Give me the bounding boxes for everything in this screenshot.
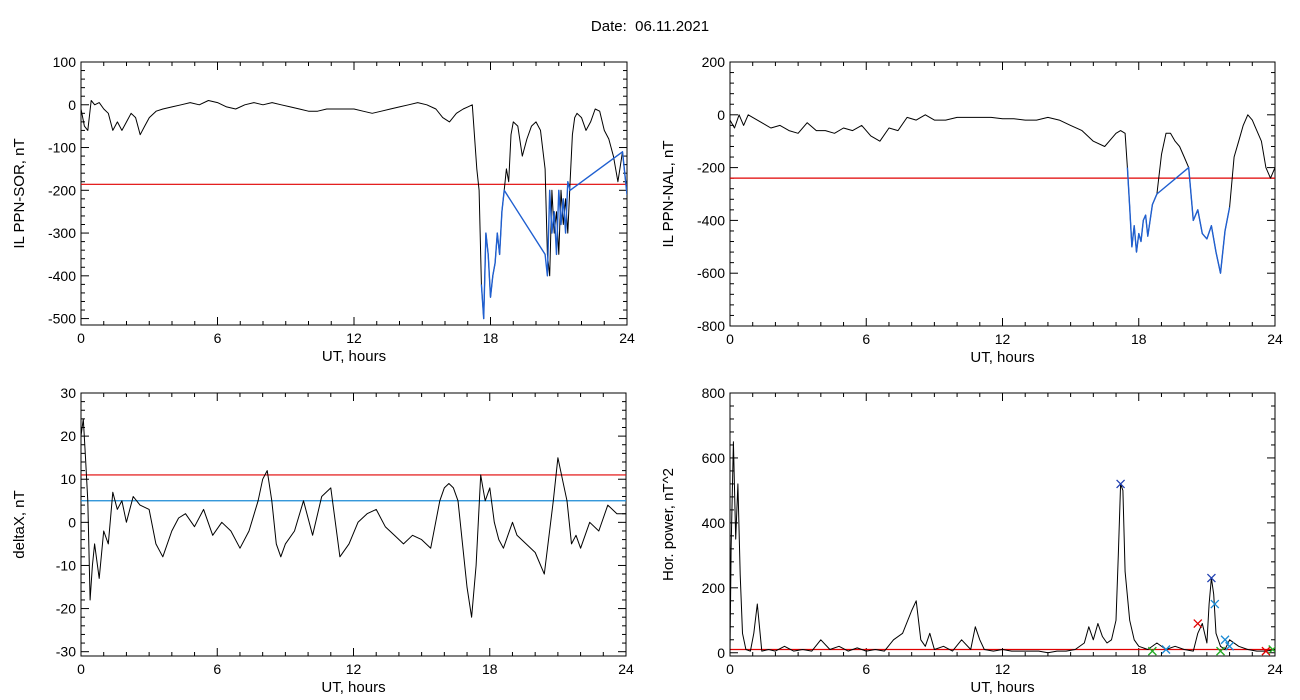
plot-area — [81, 418, 626, 618]
x-tick-label: 24 — [619, 330, 635, 346]
peak-marker — [1261, 646, 1271, 656]
x-tick-label: 24 — [1267, 331, 1283, 347]
x-tick-label: 18 — [482, 661, 498, 677]
peak-marker — [1206, 573, 1216, 583]
x-tick-label: 12 — [346, 330, 362, 346]
y-tick-label: -300 — [48, 225, 76, 241]
y-tick-label: 200 — [702, 54, 726, 70]
peak-marker — [1161, 645, 1171, 654]
series-line — [730, 114, 1275, 274]
chart-deltax: 0 6 12 18 24 -30 -20 -10 0 10 20 30 UT, hours deltaX,… — [11, 385, 634, 696]
date-value: 06.11.2021 — [635, 18, 710, 35]
peak-marker — [1216, 646, 1225, 656]
x-tick-label: 18 — [1131, 661, 1147, 677]
y-tick-label: 800 — [702, 385, 726, 401]
x-tick-label: 6 — [213, 661, 221, 677]
y-tick-label: -20 — [56, 601, 76, 617]
date-label: Date: — [590, 18, 627, 35]
x-tick-label: 12 — [346, 661, 362, 677]
y-tick-label: -200 — [697, 160, 725, 176]
plot-frame — [80, 392, 627, 657]
highlight-series-line — [480, 151, 627, 320]
peak-marker — [1210, 599, 1220, 609]
page-title: Date: 06.11.2021 — [0, 18, 1300, 35]
y-tick-label: -30 — [56, 644, 76, 660]
y-tick-label: -100 — [48, 140, 76, 156]
x-tick-label: 12 — [995, 661, 1011, 677]
peak-marker — [1147, 646, 1157, 656]
x-tick-label: 18 — [1131, 331, 1147, 347]
x-tick-label: 0 — [77, 661, 85, 677]
y-axis-label: deltaX, nT — [11, 490, 28, 558]
y-tick-label: -10 — [56, 557, 76, 573]
y-tick-label: -800 — [697, 318, 725, 334]
y-tick-label: 0 — [68, 97, 76, 113]
y-tick-label: 0 — [717, 645, 725, 661]
chart-hor-power: 0 6 12 18 24 0 200 400 600 800 UT, hours Hor. power… — [660, 385, 1283, 696]
y-tick-label: 600 — [702, 450, 726, 466]
y-axis-label: IL PPN-SOR, nT — [11, 138, 28, 248]
y-axis-label: Hor. power, nT^2 — [660, 468, 677, 581]
plot-area — [730, 114, 1275, 274]
y-tick-label: 0 — [717, 107, 725, 123]
y-tick-label: 0 — [68, 514, 76, 530]
x-tick-label: 0 — [77, 330, 85, 346]
x-tick-label: 6 — [862, 661, 870, 677]
y-tick-label: 30 — [60, 385, 76, 401]
y-tick-label: 400 — [702, 515, 726, 531]
x-tick-label: 6 — [862, 331, 870, 347]
series-line — [730, 441, 1275, 654]
plot-area — [730, 441, 1275, 656]
peak-marker — [1268, 645, 1275, 654]
series-line — [81, 100, 627, 320]
highlight-series-line — [1126, 166, 1231, 274]
x-axis-label: UT, hours — [970, 349, 1034, 366]
y-tick-label: -400 — [697, 212, 725, 228]
y-tick-label: 100 — [53, 54, 77, 70]
x-axis-label: UT, hours — [321, 679, 385, 696]
x-tick-label: 0 — [726, 661, 734, 677]
y-tick-label: -200 — [48, 182, 76, 198]
y-tick-label: -400 — [48, 268, 76, 284]
y-tick-label: 200 — [702, 580, 726, 596]
chart-il-ppn-sor: 0 6 12 18 24 -500 -400 -300 -200 -100 0 100 UT, hour… — [11, 54, 635, 365]
series-line — [81, 418, 626, 618]
x-tick-label: 18 — [483, 330, 499, 346]
peak-marker — [1193, 619, 1203, 628]
y-axis-label: IL PPN-NAL, nT — [660, 141, 677, 248]
x-axis-label: UT, hours — [970, 679, 1034, 696]
peak-marker — [1225, 641, 1235, 651]
y-tick-label: -500 — [48, 311, 76, 327]
chart-il-ppn-nal: 0 6 12 18 24 -800 -600 -400 -200 0 200 UT, hours IL … — [660, 54, 1283, 366]
x-tick-label: 0 — [726, 331, 734, 347]
y-tick-label: -600 — [697, 265, 725, 281]
y-tick-label: 20 — [60, 428, 76, 444]
plot-frame — [729, 61, 1276, 327]
y-tick-label: 10 — [60, 471, 76, 487]
plot-area — [81, 100, 627, 320]
plot-frame — [80, 61, 628, 326]
plot-frame — [729, 392, 1276, 657]
x-axis-label: UT, hours — [322, 348, 386, 365]
x-tick-label: 6 — [214, 330, 222, 346]
x-tick-label: 24 — [1267, 661, 1283, 677]
x-tick-label: 24 — [618, 661, 634, 677]
x-tick-label: 12 — [995, 331, 1011, 347]
peak-marker — [1220, 635, 1230, 645]
peak-marker — [1116, 479, 1126, 489]
